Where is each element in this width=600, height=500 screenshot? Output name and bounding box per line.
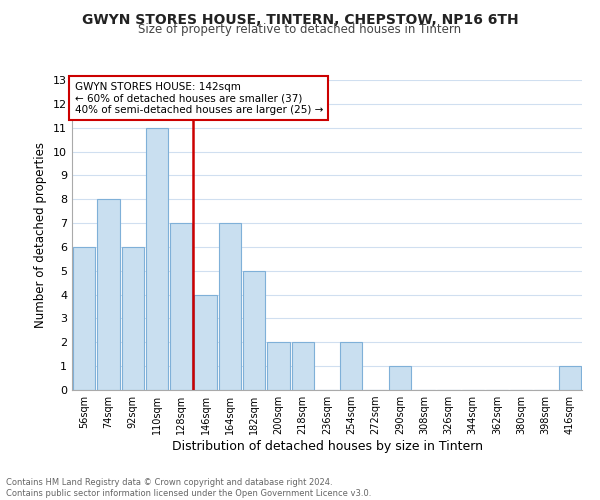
- Bar: [340, 342, 362, 390]
- Bar: [218, 223, 241, 390]
- Bar: [292, 342, 314, 390]
- Bar: [97, 199, 119, 390]
- Text: Size of property relative to detached houses in Tintern: Size of property relative to detached ho…: [139, 22, 461, 36]
- Bar: [146, 128, 168, 390]
- Y-axis label: Number of detached properties: Number of detached properties: [34, 142, 47, 328]
- Bar: [170, 223, 193, 390]
- Bar: [559, 366, 581, 390]
- X-axis label: Distribution of detached houses by size in Tintern: Distribution of detached houses by size …: [172, 440, 482, 453]
- Bar: [73, 247, 95, 390]
- Bar: [194, 294, 217, 390]
- Text: Contains HM Land Registry data © Crown copyright and database right 2024.
Contai: Contains HM Land Registry data © Crown c…: [6, 478, 371, 498]
- Text: GWYN STORES HOUSE, TINTERN, CHEPSTOW, NP16 6TH: GWYN STORES HOUSE, TINTERN, CHEPSTOW, NP…: [82, 12, 518, 26]
- Bar: [122, 247, 144, 390]
- Bar: [389, 366, 411, 390]
- Bar: [267, 342, 290, 390]
- Bar: [243, 271, 265, 390]
- Text: GWYN STORES HOUSE: 142sqm
← 60% of detached houses are smaller (37)
40% of semi-: GWYN STORES HOUSE: 142sqm ← 60% of detac…: [74, 82, 323, 115]
